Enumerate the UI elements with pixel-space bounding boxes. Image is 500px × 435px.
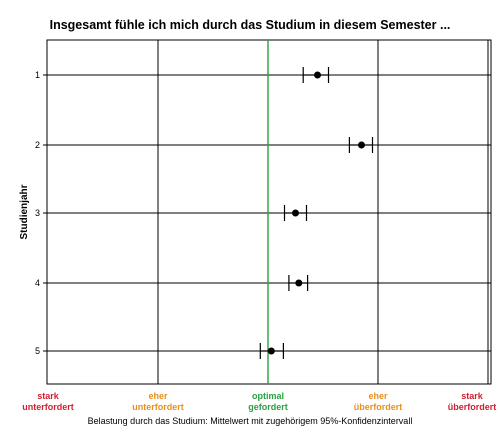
y-tick-label: 2 [35,140,40,150]
x-tick-label-line2: überfordert [448,402,497,412]
plot-frame [46,39,492,385]
mean-point [295,279,303,287]
mean-point [358,141,365,149]
y-tick-label: 4 [35,278,40,288]
chart-title: Insgesamt fühle ich mich durch das Studi… [49,18,451,32]
x-tick-label-line2: unterfordert [132,402,184,412]
x-tick-label-line2: überfordert [354,402,403,412]
x-tick-label-line1: stark [461,391,484,401]
x-tick-label-line1: eher [148,391,168,401]
x-axis-label: Belastung durch das Studium: Mittelwert … [87,416,413,426]
y-tick-label: 5 [35,346,40,356]
x-tick-label-line1: eher [368,391,388,401]
x-tick-label-line1: optimal [252,391,284,401]
y-tick-label: 3 [35,208,40,218]
y-axis-label: Studienjahr [19,184,30,239]
y-tick-label: 1 [35,70,40,80]
x-tick-label-line1: stark [37,391,60,401]
mean-point [314,71,321,79]
mean-point [292,209,299,217]
x-tick-label-line2: unterfordert [22,402,74,412]
mean-point [267,347,275,355]
x-tick-label-line2: gefordert [248,402,288,412]
